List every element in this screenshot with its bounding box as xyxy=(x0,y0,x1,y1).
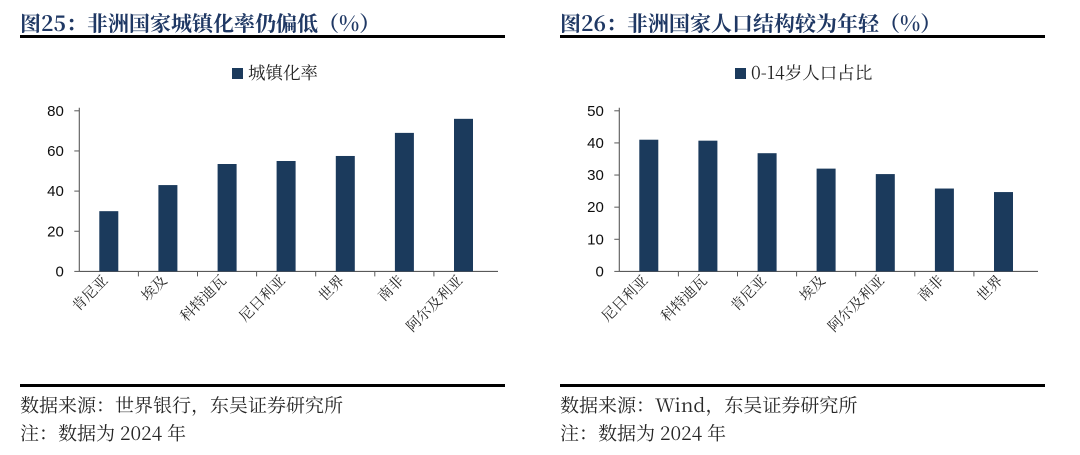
svg-text:科特迪瓦: 科特迪瓦 xyxy=(656,270,712,326)
svg-text:世界: 世界 xyxy=(313,270,348,305)
svg-text:20: 20 xyxy=(587,199,604,216)
svg-text:尼日利亚: 尼日利亚 xyxy=(234,270,290,326)
svg-text:50: 50 xyxy=(587,103,604,120)
svg-text:80: 80 xyxy=(47,103,64,120)
svg-text:南非: 南非 xyxy=(373,270,408,305)
svg-text:0: 0 xyxy=(55,263,63,280)
svg-text:30: 30 xyxy=(587,167,604,184)
svg-text:40: 40 xyxy=(587,135,604,152)
svg-text:埃及: 埃及 xyxy=(794,270,830,306)
svg-text:60: 60 xyxy=(47,143,64,160)
svg-text:肯尼亚: 肯尼亚 xyxy=(725,270,771,316)
svg-text:科特迪瓦: 科特迪瓦 xyxy=(175,270,231,326)
svg-text:阿尔及利亚: 阿尔及利亚 xyxy=(401,270,467,336)
svg-text:埃及: 埃及 xyxy=(136,270,172,306)
svg-text:尼日利亚: 尼日利亚 xyxy=(596,270,652,326)
svg-text:阿尔及利亚: 阿尔及利亚 xyxy=(823,270,889,336)
svg-text:40: 40 xyxy=(47,183,64,200)
svg-text:0: 0 xyxy=(595,263,603,280)
svg-text:世界: 世界 xyxy=(972,270,1007,305)
svg-text:南非: 南非 xyxy=(913,270,948,305)
svg-text:肯尼亚: 肯尼亚 xyxy=(67,270,113,316)
svg-text:10: 10 xyxy=(587,231,604,248)
svg-text:20: 20 xyxy=(47,223,64,240)
